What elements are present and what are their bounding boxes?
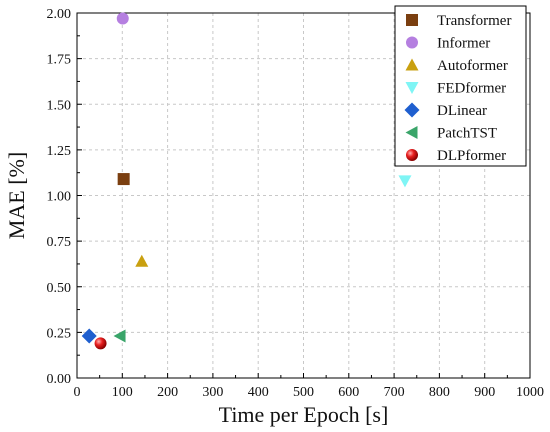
point-dlinear bbox=[81, 328, 97, 344]
point-informer bbox=[116, 12, 129, 25]
x-tick-label: 1000 bbox=[516, 385, 544, 400]
y-tick-label: 0.75 bbox=[47, 235, 72, 250]
legend-marker-informer bbox=[406, 36, 418, 49]
point-patchtst bbox=[113, 329, 126, 343]
x-tick-label: 800 bbox=[429, 385, 450, 400]
legend-marker-fedformer bbox=[405, 82, 419, 94]
y-tick-label: 0.50 bbox=[47, 281, 72, 296]
legend-marker-dlinear bbox=[404, 102, 420, 118]
legend-label: PatchTST bbox=[437, 126, 497, 142]
y-tick-label: 0.25 bbox=[47, 326, 72, 341]
x-axis-title: Time per Epoch [s] bbox=[219, 402, 389, 427]
legend-label: FEDformer bbox=[437, 81, 506, 97]
legend-label: Informer bbox=[437, 36, 490, 52]
x-tick-label: 700 bbox=[384, 385, 405, 400]
legend-marker-patchtst bbox=[405, 126, 418, 139]
x-tick-label: 400 bbox=[248, 385, 269, 400]
x-tick-label: 200 bbox=[157, 385, 178, 400]
x-tick-label: 600 bbox=[338, 385, 359, 400]
legend-label: DLPformer bbox=[437, 148, 506, 164]
y-tick-label: 1.75 bbox=[47, 53, 72, 68]
y-tick-label: 1.00 bbox=[47, 190, 72, 205]
legend-label: Autoformer bbox=[437, 58, 508, 74]
point-dlpformer bbox=[94, 337, 107, 350]
tick-labels: 0 100 200 300 400 500 600 700 800 900 1000 0.00 0.25… bbox=[47, 7, 545, 400]
x-tick-label: 900 bbox=[474, 385, 495, 400]
data-points bbox=[81, 12, 412, 350]
x-tick-label: 500 bbox=[293, 385, 314, 400]
axes bbox=[76, 12, 531, 379]
legend-label: Transformer bbox=[437, 13, 511, 29]
y-tick-label: 2.00 bbox=[47, 7, 72, 22]
y-tick-label: 1.25 bbox=[47, 144, 72, 159]
legend-marker-autoformer bbox=[405, 58, 419, 71]
point-autoformer bbox=[135, 254, 149, 267]
legend-label: DLinear bbox=[437, 103, 487, 119]
legend-marker-dlpformer bbox=[406, 149, 418, 161]
y-tick-label: 0.00 bbox=[47, 372, 72, 387]
legend-box bbox=[394, 5, 527, 167]
legend-marker-transformer bbox=[406, 14, 418, 26]
point-fedformer bbox=[398, 175, 412, 188]
y-axis-title: MAE [%] bbox=[4, 152, 29, 239]
legend: Transformer Informer Autoformer FEDformer DL… bbox=[394, 5, 527, 167]
x-tick-label: 300 bbox=[202, 385, 223, 400]
point-transformer bbox=[117, 173, 130, 186]
x-tick-label: 0 bbox=[74, 385, 81, 400]
x-tick-label: 100 bbox=[112, 385, 133, 400]
y-tick-label: 1.50 bbox=[47, 98, 72, 113]
